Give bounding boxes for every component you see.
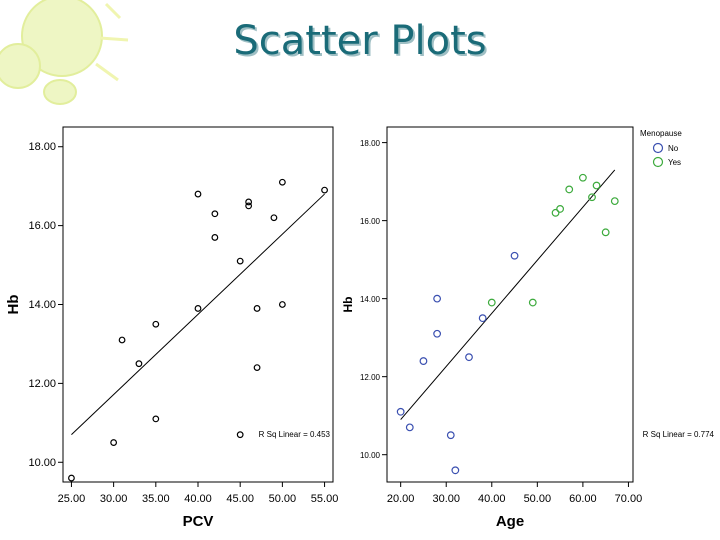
data-point <box>278 301 286 308</box>
data-point <box>578 173 587 182</box>
regression-line <box>71 193 325 436</box>
x-tick-label: 40.00 <box>184 493 212 505</box>
r-squared-annotation: R Sq Linear = 0.453 <box>259 430 331 439</box>
scatter-plot-age-hb: 10.00 12.00 14.00 16.00 18.00 20.00 30.00 40.00… <box>341 126 715 530</box>
data-point <box>236 431 244 439</box>
x-tick-label: 60.00 <box>569 493 597 505</box>
slide-title: Scatter Plots <box>233 18 487 64</box>
decorative-corner-bubbles <box>0 0 129 105</box>
data-point <box>236 257 244 265</box>
data-point <box>433 329 442 338</box>
data-point <box>194 305 202 312</box>
y-tick-label: 12.00 <box>28 378 56 390</box>
data-point <box>592 181 601 190</box>
x-tick-label: 70.00 <box>615 493 643 505</box>
x-tick-label: 30.00 <box>432 493 460 505</box>
x-tick-label: 55.00 <box>311 493 339 505</box>
data-point <box>610 197 619 206</box>
y-tick-label: 10.00 <box>28 457 56 469</box>
y-tick-label: 18.00 <box>360 139 381 148</box>
x-tick-label: 30.00 <box>100 493 128 505</box>
y-tick-label: 12.00 <box>360 373 381 382</box>
r-squared-annotation: R Sq Linear = 0.774 <box>643 430 715 439</box>
y-axis-label: Hb <box>5 295 22 315</box>
legend-marker <box>652 156 664 168</box>
data-point <box>396 407 405 416</box>
legend-label: No <box>668 144 679 153</box>
y-tick-label: 16.00 <box>28 220 56 232</box>
x-axis-label: Age <box>496 513 524 530</box>
data-point <box>253 305 261 312</box>
data-point <box>405 423 414 432</box>
data-point <box>433 294 442 303</box>
x-tick-label: 25.00 <box>58 493 86 505</box>
y-tick-label: 14.00 <box>28 299 56 311</box>
data-point <box>110 439 118 446</box>
data-point <box>528 298 537 307</box>
data-point <box>446 431 455 440</box>
data-point <box>245 202 253 210</box>
data-point <box>245 198 253 206</box>
y-axis-label: Hb <box>341 297 355 313</box>
legend-label: Yes <box>668 158 681 167</box>
y-tick-label: 18.00 <box>28 141 56 153</box>
data-point <box>152 415 160 423</box>
y-tick-label: 14.00 <box>360 295 381 304</box>
y-tick-label: 10.00 <box>360 451 381 460</box>
data-point <box>253 364 261 372</box>
regression-line <box>400 169 616 420</box>
data-point <box>478 314 487 323</box>
x-tick-label: 45.00 <box>226 493 254 505</box>
data-point <box>152 320 160 328</box>
data-point <box>118 336 126 344</box>
data-point <box>211 234 219 241</box>
x-axis-label: PCV <box>183 513 214 530</box>
data-point <box>551 208 560 217</box>
plot-frame <box>62 126 334 483</box>
data-point <box>487 298 496 307</box>
scatter-plot-pcv-hb: 10.00 12.00 14.00 16.00 18.00 25.00 30.00 35.00… <box>5 126 339 530</box>
data-point <box>556 205 565 213</box>
data-point <box>321 186 328 194</box>
data-point <box>588 193 596 202</box>
y-tick-label: 16.00 <box>360 217 381 226</box>
x-tick-label: 50.00 <box>524 493 552 505</box>
data-point <box>451 466 460 475</box>
x-tick-label: 40.00 <box>478 493 506 505</box>
legend-marker <box>652 142 664 154</box>
legend-title: Menopause <box>640 129 682 138</box>
data-point <box>510 251 519 260</box>
x-tick-label: 20.00 <box>387 493 415 505</box>
data-point <box>68 474 75 482</box>
data-point <box>211 210 219 218</box>
data-point <box>601 228 610 237</box>
data-point <box>278 178 286 186</box>
data-point <box>194 190 202 198</box>
data-point <box>565 185 574 194</box>
data-point <box>270 214 278 222</box>
data-point <box>135 360 143 368</box>
data-point <box>419 357 428 365</box>
x-tick-label: 35.00 <box>142 493 170 505</box>
data-point <box>465 353 473 362</box>
plot-frame <box>386 126 634 483</box>
x-tick-label: 50.00 <box>269 493 297 505</box>
